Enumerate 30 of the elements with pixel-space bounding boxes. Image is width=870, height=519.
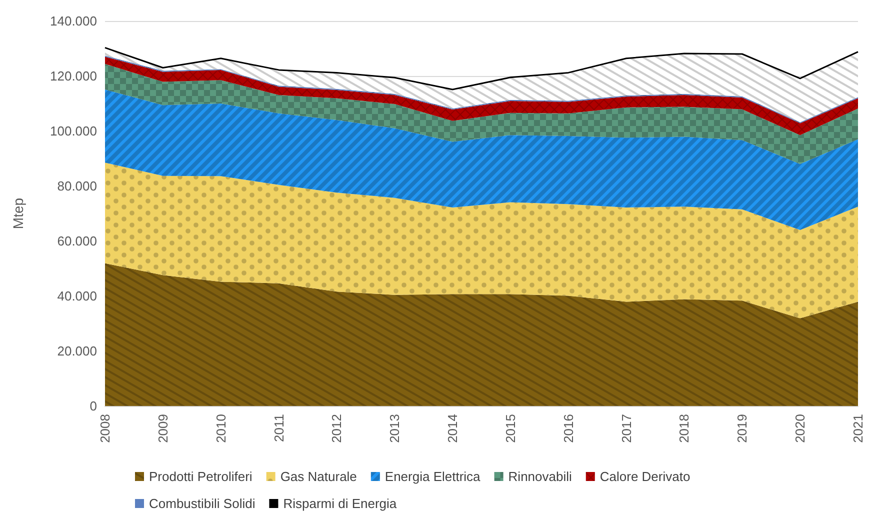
y-tick-label: 100.000: [50, 124, 97, 138]
x-tick-label: 2015: [502, 414, 518, 443]
legend-label: Calore Derivato: [600, 469, 690, 484]
y-tick-label: 60.000: [57, 234, 97, 248]
legend-label: Gas Naturale: [280, 469, 357, 484]
legend-label: Prodotti Petroliferi: [149, 469, 252, 484]
legend-label: Risparmi di Energia: [283, 496, 398, 511]
x-tick-label: 2009: [155, 414, 170, 443]
x-tick-label: 2016: [560, 414, 576, 443]
y-tick-label: 20.000: [57, 344, 97, 358]
x-tick-label: 2019: [734, 414, 750, 443]
x-tick-label: 2010: [213, 414, 228, 443]
x-tick-label: 2021: [850, 414, 866, 443]
x-tick-label: 2020: [792, 414, 808, 443]
y-tick-label: 120.000: [50, 68, 97, 84]
y-tick-label: 140.000: [50, 14, 97, 28]
x-tick-label: 2011: [271, 414, 286, 442]
y-tick-label: 0: [90, 398, 97, 414]
x-tick-label: 2014: [445, 414, 460, 443]
x-tick-label: 2017: [618, 414, 634, 443]
y-tick-label: 40.000: [57, 288, 97, 304]
y-tick-label: 80.000: [57, 178, 97, 194]
y-axis-title: Mtep: [10, 198, 26, 230]
legend-label: Energia Elettrica: [384, 469, 482, 484]
x-tick-label: 2018: [676, 414, 692, 443]
legend-label: Rinnovabili: [508, 469, 572, 484]
x-tick-label: 2013: [387, 414, 402, 443]
x-tick-label: 2008: [98, 414, 112, 443]
x-tick-label: 2012: [329, 414, 344, 443]
legend-label: Combustibili Solidi: [149, 496, 256, 511]
